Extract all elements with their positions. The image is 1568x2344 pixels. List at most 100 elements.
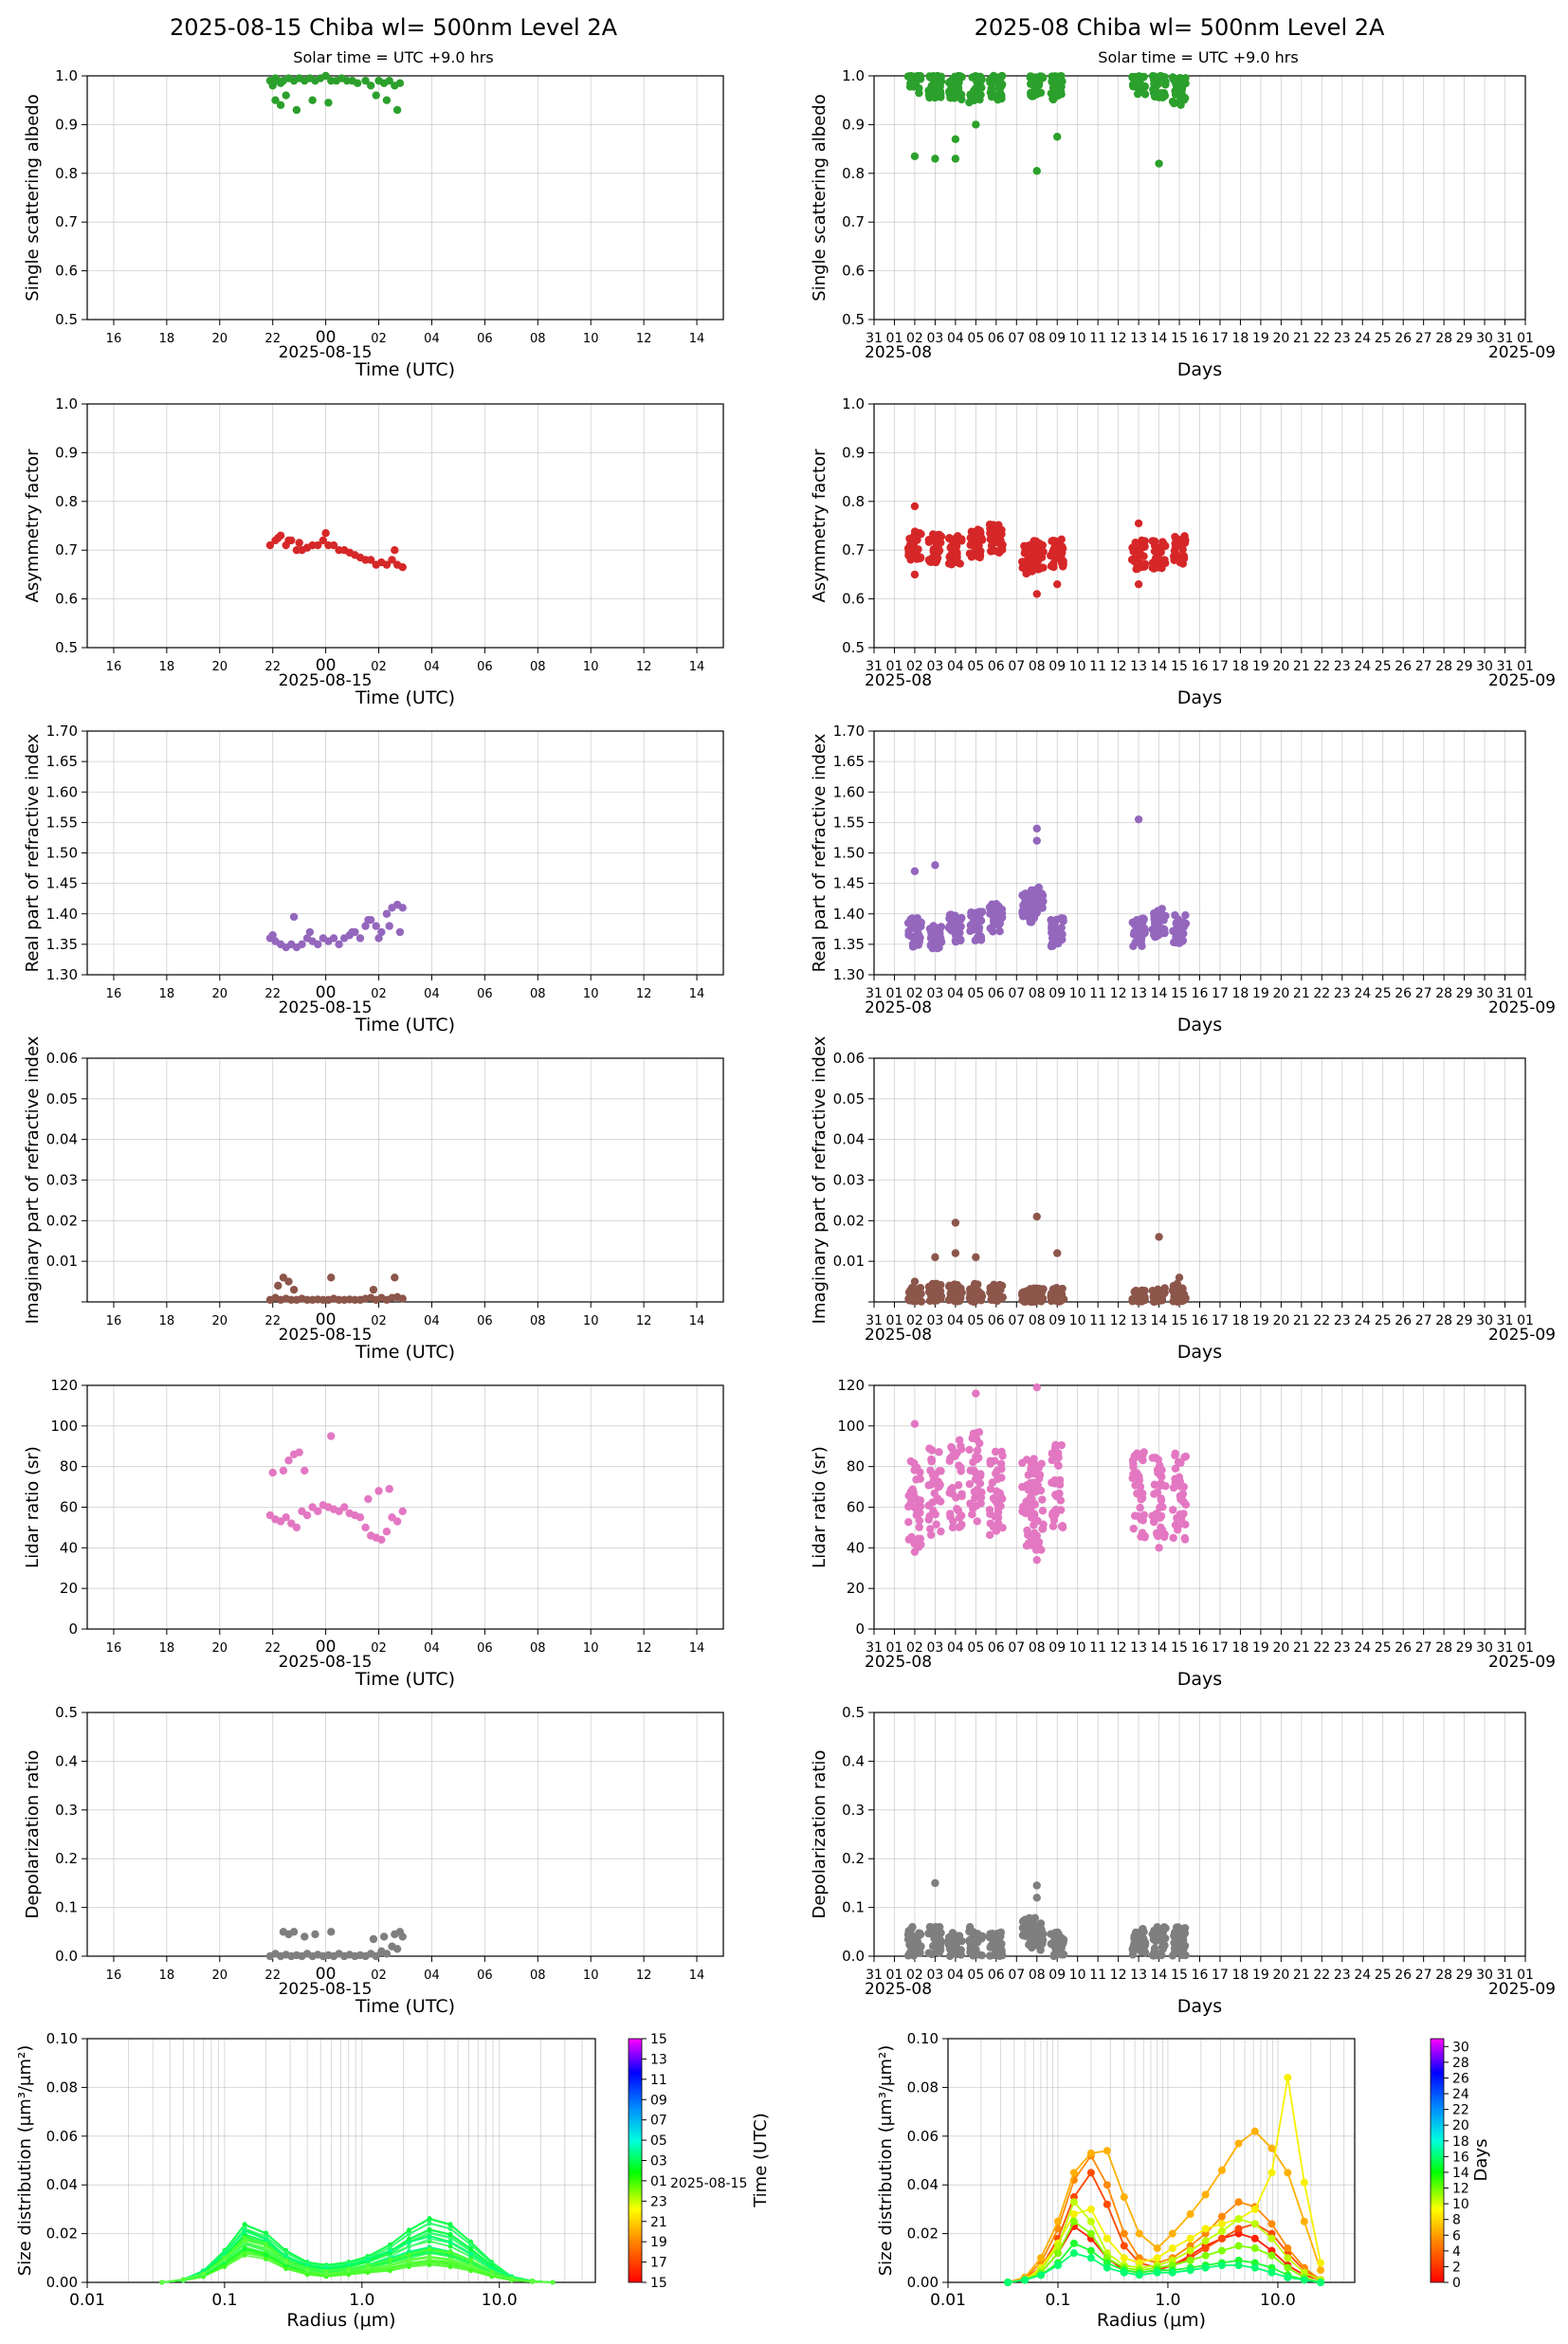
x-tick-label: 12 [636,1969,652,1983]
data-point [385,76,393,85]
data-point [932,556,941,565]
data-point [1047,1930,1055,1938]
y-tick-label: 1.40 [46,906,78,923]
data-point [1176,1458,1185,1467]
data-point [957,1522,965,1530]
y-tick-label: 0 [68,1621,78,1638]
data-point [904,551,913,559]
x-tick-label: 10 [583,1969,599,1983]
cbar-tick-label: 4 [1452,2244,1461,2260]
size-point [468,2246,474,2252]
x-tick-label: 31 [866,659,883,674]
data-point [1036,1486,1046,1495]
x-axis-label: Days [1177,1015,1222,1035]
data-point [292,1523,301,1532]
size-point [201,2271,206,2277]
x-tick-label: 25 [1375,986,1392,1001]
cbar-tick-label: 19 [650,2235,667,2250]
data-point [937,1294,945,1304]
size-point [1201,2251,1210,2260]
x-tick-label: 24 [1354,1313,1371,1328]
x-tick-label: 31 [866,1640,883,1656]
x-tick-label: 31 [866,1968,883,1983]
data-point [366,556,375,564]
x-tick-label: 19 [1252,659,1269,674]
data-point [319,536,328,545]
size-point [1250,2220,1259,2228]
x-tick-label: 28 [1435,1640,1452,1656]
left-solar-note: Solar time = UTC +9.0 hrs [293,48,493,66]
y-tick-label: 0.6 [55,591,78,608]
data-point [1174,915,1183,924]
x-tick-label: 20 [212,332,228,346]
data-point [1152,1529,1161,1538]
x-tick-label: 05 [967,331,984,346]
size-point [180,2277,186,2282]
x-tick-label: 11 [1089,1640,1106,1656]
start-month-label: 2025-08 [865,671,932,690]
x-tick-label: 10.0 [482,2291,518,2310]
size-point [447,2264,453,2270]
x-tick-label: 02 [371,1641,387,1656]
size-point [242,2235,247,2241]
data-point [361,76,370,85]
x-tick-label: 29 [1456,1313,1473,1328]
data-point [1022,566,1030,576]
size-point [387,2254,392,2260]
x-tick-label: 24 [1354,659,1371,674]
x-tick-label: 16 [1192,986,1209,1001]
data-point [1033,546,1043,556]
x-tick-label: 04 [947,1313,964,1328]
data-point [954,932,963,941]
data-point [1019,1916,1028,1925]
data-point [1153,917,1161,925]
data-point [996,1286,1005,1294]
start-month-label: 2025-08 [865,1653,932,1672]
size-point [365,2265,371,2271]
data-point [369,1285,378,1294]
data-point [951,135,960,144]
data-point [329,934,338,943]
data-point [1152,558,1160,567]
data-point [974,85,983,95]
data-point [936,77,945,86]
x-tick-label: 07 [1008,1313,1025,1328]
data-point [301,1932,309,1941]
size-y-axis-label: Size distribution (μm³/μm²) [876,2045,896,2276]
x-tick-label: 04 [424,1314,440,1328]
y-tick-label: 0.04 [46,1131,78,1148]
size-point [1267,2268,1276,2277]
x-tick-label: 25 [1375,659,1392,674]
data-point [988,75,996,83]
y-tick-label: 0.10 [907,2030,939,2047]
x-tick-label: 26 [1395,331,1412,346]
x-tick-label: 19 [1252,986,1269,1001]
data-point [975,1479,985,1488]
axes-frame [86,1057,724,1303]
size-point [1086,2254,1095,2262]
size-point [264,2245,268,2250]
data-point [956,1950,965,1959]
data-point [991,1495,999,1505]
y-axis-label: Lidar ratio (sr) [810,1446,830,1568]
data-point [1052,542,1061,551]
size-point [283,2254,289,2260]
size-point [264,2257,268,2262]
y-tick-label: 0.5 [55,639,78,656]
x-tick-label: 13 [1130,1968,1147,1983]
data-point [976,1296,986,1305]
data-point [301,1466,309,1475]
cbar-tick-label: 30 [1452,2040,1469,2055]
data-point [975,933,984,943]
x-tick-label: 21 [1293,986,1310,1001]
data-point [1053,1460,1063,1470]
x-tick-label: 09 [1048,659,1066,674]
size-point [1153,2268,1161,2277]
data-point [1026,549,1035,558]
data-point [1171,1464,1180,1474]
data-point [1032,824,1041,833]
size-point [1120,2229,1128,2238]
size-point [1069,2217,1078,2225]
x-tick-label: 04 [947,331,964,346]
x-tick-label: 24 [1354,986,1371,1001]
